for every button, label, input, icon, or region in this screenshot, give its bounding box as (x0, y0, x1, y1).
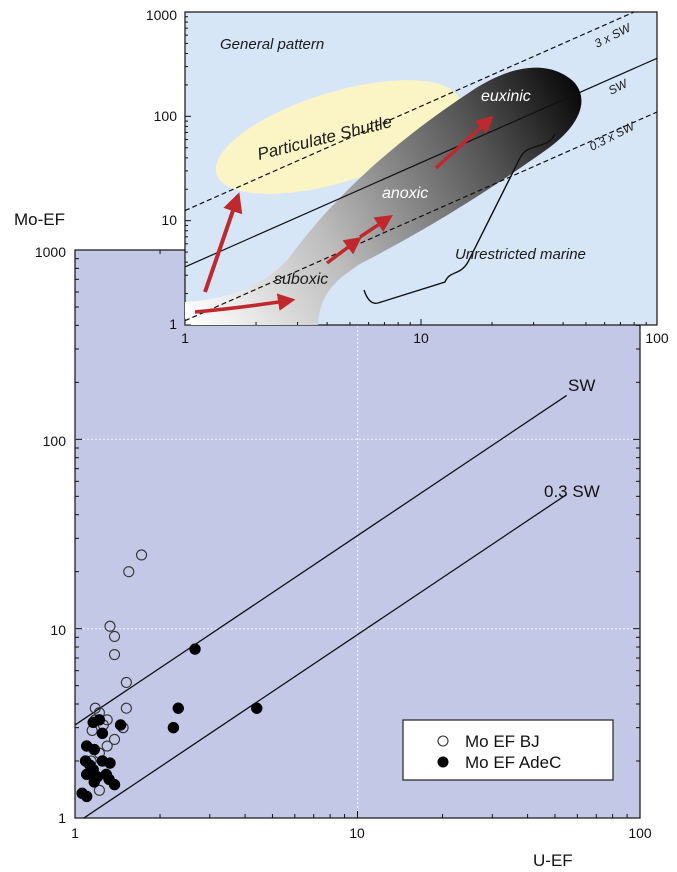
main-reference-lines (75, 394, 568, 818)
data-point-mo-ef-adec (172, 702, 185, 714)
main-y-axis-label: Mo-EF (14, 210, 65, 229)
inset-x-tick-10: 10 (413, 330, 429, 346)
data-point-mo-ef-adec (114, 719, 127, 731)
anoxic-label: anoxic (382, 185, 428, 202)
main-y-tick-1: 1 (58, 810, 66, 826)
arrow-anoxic (359, 215, 393, 239)
data-point-mo-ef-bj (120, 702, 132, 714)
data-point-mo-ef-adec (88, 743, 101, 756)
inset-line-3xsw (185, 12, 636, 212)
data-point-mo-ef-bj (120, 676, 132, 688)
arrow-suboxic-trend (194, 293, 296, 314)
inset-reference-lines (185, 12, 657, 322)
reference-line-sw (75, 394, 568, 726)
main-plot: 1 10 100 1 10 100 1000 U-EF Mo-EF SW 0.3… (14, 210, 652, 870)
data-point-mo-ef-adec (80, 790, 93, 803)
main-x-tick-1: 1 (71, 825, 79, 841)
data-point-mo-ef-bj (101, 740, 113, 752)
main-gridlines (75, 250, 640, 818)
data-point-mo-ef-bj (104, 620, 116, 632)
sw-line-label: SW (568, 376, 595, 395)
inset-y-tick-1000: 1000 (146, 7, 177, 23)
data-point-mo-ef-bj (108, 630, 121, 642)
inset-y-tick-100: 100 (154, 108, 178, 124)
legend-filled-circle-icon (437, 756, 449, 768)
data-point-mo-ef-adec (93, 714, 106, 726)
inset-plot: General pattern Particulate Shuttle subo… (146, 7, 669, 346)
data-point-mo-ef-adec (96, 727, 109, 740)
suboxic-label: suboxic (274, 271, 328, 288)
euxinic-label: euxinic (481, 88, 531, 105)
unrestricted-marine-label: Unrestricted marine (455, 246, 586, 263)
data-point-mo-ef-bj (108, 648, 121, 661)
inset-y-tick-10: 10 (161, 212, 177, 228)
main-y-tick-1000: 1000 (35, 244, 66, 260)
inset-x-tick-100: 100 (645, 330, 669, 346)
inset-y-tick-1: 1 (169, 316, 177, 332)
inset-line-sw (185, 57, 657, 268)
trend-arrows (194, 115, 494, 314)
main-y-tick-100: 100 (43, 433, 67, 449)
legend-open-circle-icon (437, 735, 449, 747)
arrow-to-shuttle (203, 192, 243, 293)
particulate-shuttle-region (215, 80, 461, 194)
data-point-mo-ef-bj (108, 733, 121, 745)
data-point-mo-ef-adec (189, 643, 201, 655)
data-point-mo-ef-adec (167, 721, 180, 734)
arrow-to-anoxic (325, 236, 362, 265)
main-x-tick-10: 10 (349, 825, 365, 841)
inset-title: General pattern (220, 36, 324, 53)
main-x-axis-label: U-EF (533, 851, 573, 870)
data-point-mo-ef-adec (251, 702, 263, 714)
03sw-line-label: 0.3 SW (544, 482, 600, 501)
unrestricted-marine-brace (363, 133, 556, 304)
legend-label-bj: Mo EF BJ (465, 732, 540, 751)
reference-line-03sw (82, 493, 568, 818)
main-data-points (76, 549, 263, 803)
main-x-tick-100: 100 (628, 825, 652, 841)
data-point-mo-ef-adec (104, 757, 116, 769)
inset-line-03xsw (185, 111, 657, 322)
data-point-mo-ef-bj (135, 549, 148, 561)
main-y-tick-10: 10 (50, 622, 66, 638)
legend-box (402, 719, 614, 781)
inset-ticks (184, 16, 647, 326)
data-point-mo-ef-adec (108, 778, 121, 791)
legend-label-adec: Mo EF AdeC (465, 753, 561, 772)
data-point-mo-ef-bj (93, 784, 105, 796)
data-point-mo-ef-adec (88, 776, 101, 788)
data-point-mo-ef-bj (123, 566, 135, 578)
legend: Mo EF BJ Mo EF AdeC (402, 719, 614, 781)
inset-x-tick-1: 1 (181, 330, 189, 346)
arrow-to-euxinic (434, 115, 494, 170)
